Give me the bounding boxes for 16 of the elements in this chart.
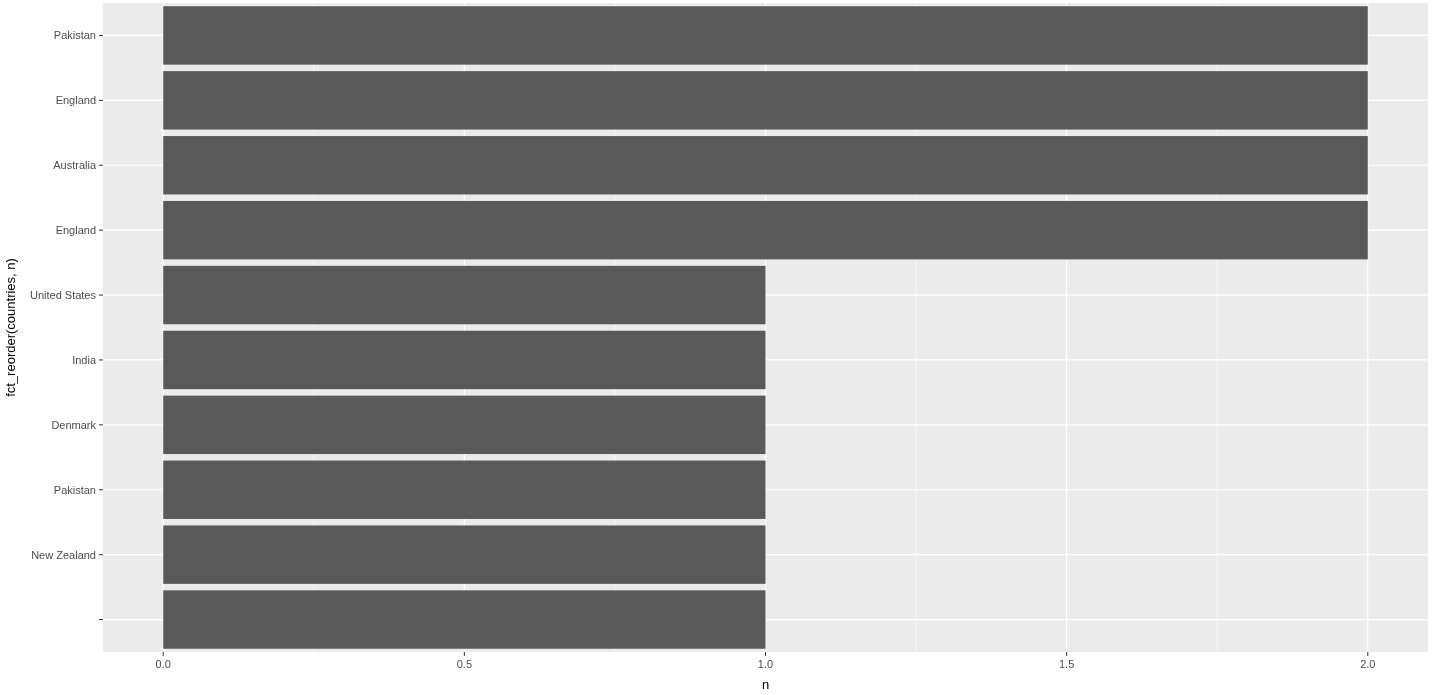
x-tick-label: 0.0 bbox=[155, 658, 171, 670]
x-tick-label: 1.0 bbox=[757, 658, 774, 670]
y-tick-label: England bbox=[55, 94, 96, 107]
x-tick-label: 1.5 bbox=[1058, 658, 1075, 670]
y-tick-label: United States bbox=[29, 288, 97, 301]
x-tick-label: 0.5 bbox=[456, 658, 473, 670]
y-tick-label: England bbox=[55, 224, 96, 236]
x-axis-title: n bbox=[761, 677, 770, 692]
y-tick-label: Pakistan bbox=[53, 29, 96, 42]
y-axis-title: fct_reorder(countries, n) bbox=[3, 258, 18, 397]
y-tick-label: India bbox=[72, 353, 97, 366]
x-tick-label: 2.0 bbox=[1360, 658, 1376, 670]
y-tick-label: Pakistan bbox=[53, 483, 96, 496]
y-tick-label: Denmark bbox=[51, 418, 97, 431]
y-tick-label: Australia bbox=[53, 159, 97, 172]
y-tick-label: New Zealand bbox=[31, 548, 96, 561]
